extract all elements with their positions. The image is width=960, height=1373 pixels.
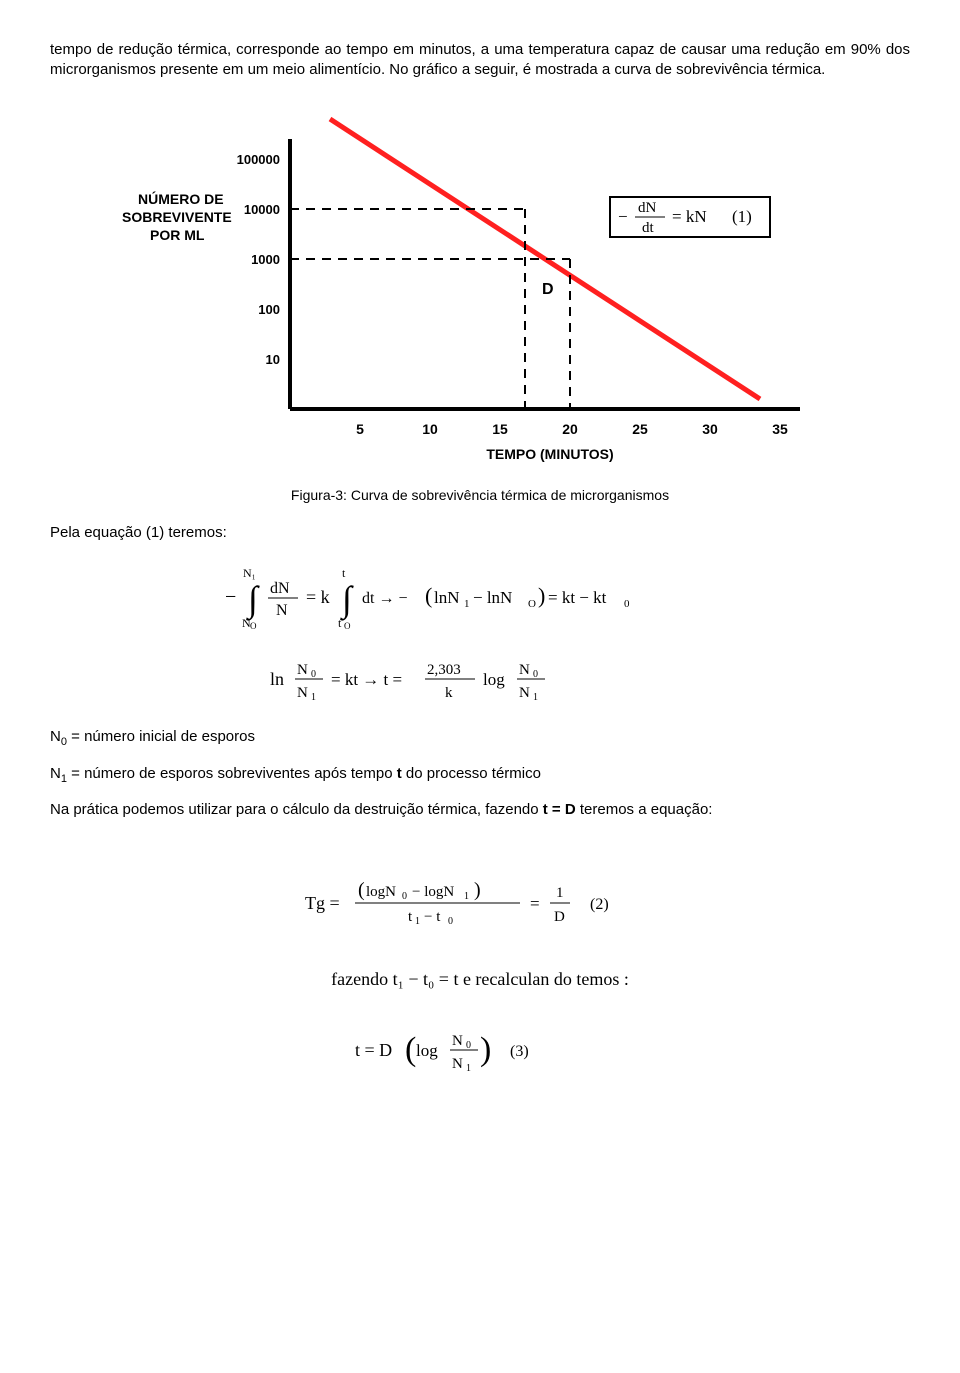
svg-text:): ) bbox=[480, 1031, 491, 1068]
svg-text:100: 100 bbox=[258, 302, 280, 317]
svg-text:(: ( bbox=[358, 879, 365, 901]
svg-text:1: 1 bbox=[464, 598, 470, 610]
svg-text:D: D bbox=[542, 281, 554, 298]
svg-text:N: N bbox=[297, 662, 308, 678]
def-n0: N0 = número inicial de esporos bbox=[50, 727, 910, 750]
svg-text:10: 10 bbox=[422, 421, 438, 437]
figure-caption: Figura-3: Curva de sobrevivência térmica… bbox=[50, 487, 910, 503]
equation-tg: Tg = ( logN 0 − logN 1 ) t 1 − t 0 = 1 D… bbox=[50, 871, 910, 939]
svg-text:t: t bbox=[408, 909, 413, 925]
svg-text:0: 0 bbox=[402, 891, 407, 902]
svg-text:N₁: N₁ bbox=[243, 566, 256, 580]
svg-text:dN: dN bbox=[270, 580, 290, 597]
svg-text:log: log bbox=[483, 670, 505, 689]
svg-text:): ) bbox=[538, 583, 545, 608]
svg-text:k: k bbox=[445, 685, 453, 701]
svg-text:(: ( bbox=[425, 583, 432, 608]
svg-text:N: N bbox=[452, 1033, 463, 1049]
svg-text:15: 15 bbox=[492, 421, 508, 437]
svg-text:t: t bbox=[342, 566, 346, 580]
svg-text:= kt − kt: = kt − kt bbox=[548, 588, 607, 607]
equation-t: t = D ( log N 0 N 1 ) (3) bbox=[50, 1020, 910, 1084]
svg-text:1: 1 bbox=[415, 916, 420, 927]
svg-text:2,303: 2,303 bbox=[427, 662, 461, 678]
svg-text:ln: ln bbox=[270, 669, 284, 689]
svg-text:1: 1 bbox=[556, 885, 564, 901]
svg-text:logN: logN bbox=[366, 884, 396, 900]
svg-text:O: O bbox=[344, 621, 351, 631]
svg-text:−: − bbox=[618, 207, 628, 226]
svg-text:− t: − t bbox=[424, 909, 441, 925]
equation-ln: ln N 0 N 1 = kt → t = 2,303 k log N 0 N … bbox=[50, 649, 910, 713]
practice-paragraph: Na prática podemos utilizar para o cálcu… bbox=[50, 800, 910, 820]
pela-equacao-text: Pela equação (1) teremos: bbox=[50, 523, 910, 543]
svg-text:25: 25 bbox=[632, 421, 648, 437]
svg-text:−: − bbox=[225, 586, 236, 608]
svg-text:100000: 100000 bbox=[237, 152, 280, 167]
equation-integral: − ∫ N₁ N O dN N = k ∫ t t O dt → − ( lnN… bbox=[50, 561, 910, 635]
svg-text:= kt → t =: = kt → t = bbox=[331, 670, 402, 689]
fazendo-text: fazendo t₁ − t₀ = t e recalculan do temo… bbox=[50, 969, 910, 990]
svg-text:0: 0 bbox=[466, 1040, 471, 1051]
svg-text:NÚMERO DE SOBREVIVENTE: NÚMERO DE SOBREVIVENTE POR ML bbox=[122, 190, 236, 243]
def-n1: N1 = número de esporos sobreviventes apó… bbox=[50, 764, 910, 787]
svg-text:5: 5 bbox=[356, 421, 364, 437]
svg-text:1: 1 bbox=[464, 891, 469, 902]
svg-text:∫: ∫ bbox=[246, 579, 260, 621]
svg-text:0: 0 bbox=[311, 669, 316, 680]
ylabel-1: NÚMERO DE bbox=[138, 190, 224, 207]
svg-text:− lnN: − lnN bbox=[473, 588, 512, 607]
svg-text:(2): (2) bbox=[590, 896, 609, 913]
intro-paragraph: tempo de redução térmica, corresponde ao… bbox=[50, 40, 910, 81]
svg-text:1: 1 bbox=[466, 1063, 471, 1074]
svg-text:O: O bbox=[528, 598, 536, 610]
svg-text:1: 1 bbox=[311, 692, 316, 703]
svg-text:dN: dN bbox=[638, 200, 657, 216]
svg-text:t = D: t = D bbox=[355, 1040, 392, 1060]
svg-text:TEMPO (MINUTOS): TEMPO (MINUTOS) bbox=[486, 446, 613, 462]
svg-text:35: 35 bbox=[772, 421, 788, 437]
ylabel-3: POR ML bbox=[150, 227, 205, 243]
svg-text:lnN: lnN bbox=[434, 588, 460, 607]
svg-text:30: 30 bbox=[702, 421, 718, 437]
svg-text:): ) bbox=[474, 879, 481, 901]
svg-text:N: N bbox=[452, 1056, 463, 1072]
svg-text:log: log bbox=[416, 1041, 438, 1060]
svg-text:0: 0 bbox=[624, 598, 630, 610]
svg-text:Tg =: Tg = bbox=[305, 893, 340, 913]
svg-text:(: ( bbox=[405, 1031, 416, 1068]
svg-text:N: N bbox=[519, 685, 530, 701]
svg-text:∫: ∫ bbox=[340, 579, 354, 621]
svg-text:dt → −: dt → − bbox=[362, 590, 407, 607]
ylabel-2: SOBREVIVENTE bbox=[122, 209, 232, 225]
svg-text:0: 0 bbox=[533, 669, 538, 680]
survival-curve-chart: NÚMERO DE SOBREVIVENTE POR ML 100000 100… bbox=[50, 109, 910, 469]
svg-text:(3): (3) bbox=[510, 1043, 529, 1060]
svg-text:20: 20 bbox=[562, 421, 578, 437]
svg-text:1000: 1000 bbox=[251, 252, 280, 267]
svg-text:D: D bbox=[554, 909, 565, 925]
svg-text:(1): (1) bbox=[732, 207, 752, 226]
svg-text:dt: dt bbox=[642, 220, 655, 236]
svg-text:= kN: = kN bbox=[672, 207, 707, 226]
svg-text:N: N bbox=[276, 602, 288, 619]
svg-text:10000: 10000 bbox=[244, 202, 280, 217]
svg-text:O: O bbox=[250, 621, 257, 631]
svg-text:N: N bbox=[297, 685, 308, 701]
svg-text:10: 10 bbox=[266, 352, 280, 367]
svg-text:− logN: − logN bbox=[412, 884, 454, 900]
svg-text:1: 1 bbox=[533, 692, 538, 703]
svg-text:=: = bbox=[530, 894, 540, 913]
svg-text:N: N bbox=[519, 662, 530, 678]
svg-text:= k: = k bbox=[306, 587, 330, 607]
svg-text:0: 0 bbox=[448, 916, 453, 927]
